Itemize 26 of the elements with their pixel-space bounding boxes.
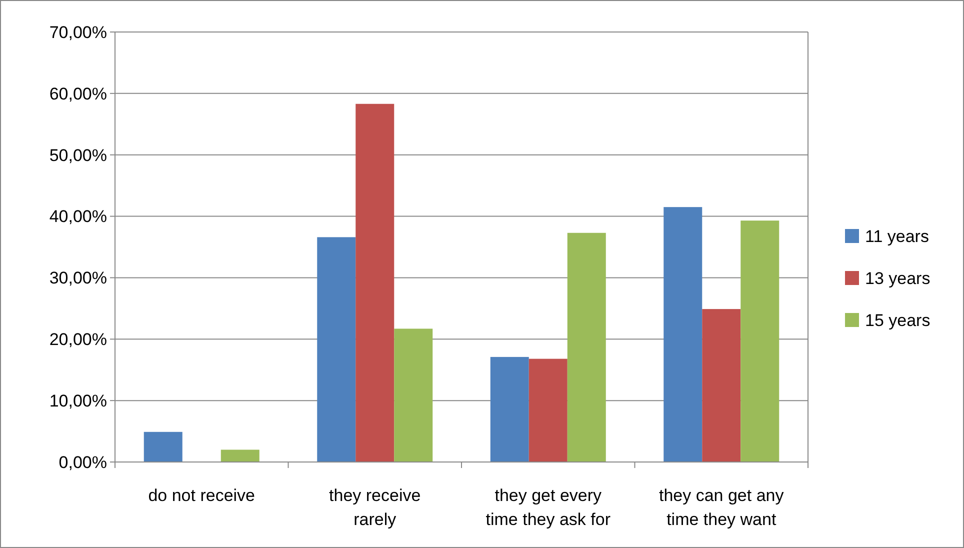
- y-tick-label: 10,00%: [49, 392, 107, 411]
- legend-label: 11 years: [865, 226, 929, 246]
- bar: [394, 328, 433, 462]
- y-tick-label: 40,00%: [49, 207, 107, 226]
- bar: [702, 309, 741, 462]
- bar: [567, 232, 606, 462]
- y-tick-label: 20,00%: [49, 330, 107, 350]
- legend-label: 15 years: [865, 310, 930, 330]
- x-tick-label: do not receive: [148, 486, 256, 505]
- bar: [740, 220, 780, 462]
- bar: [528, 358, 568, 462]
- y-tick-label: 0,00%: [58, 452, 107, 472]
- x-tick-label: they can get any time they want: [658, 486, 784, 529]
- bar: [356, 104, 394, 462]
- bar: [144, 432, 182, 462]
- bar: [220, 450, 260, 462]
- bar: [490, 356, 529, 462]
- y-tick-label: 50,00%: [49, 146, 107, 165]
- y-tick-label: 30,00%: [49, 268, 107, 288]
- bar: [664, 207, 702, 462]
- y-tick-label: 60,00%: [49, 84, 107, 104]
- legend-label: 13 years: [865, 268, 930, 288]
- y-tick-label: 70,00%: [49, 22, 107, 42]
- x-tick-label: they receive rarely: [329, 486, 421, 529]
- bar: [317, 237, 356, 462]
- x-tick-label: they get every time they ask for: [486, 486, 611, 529]
